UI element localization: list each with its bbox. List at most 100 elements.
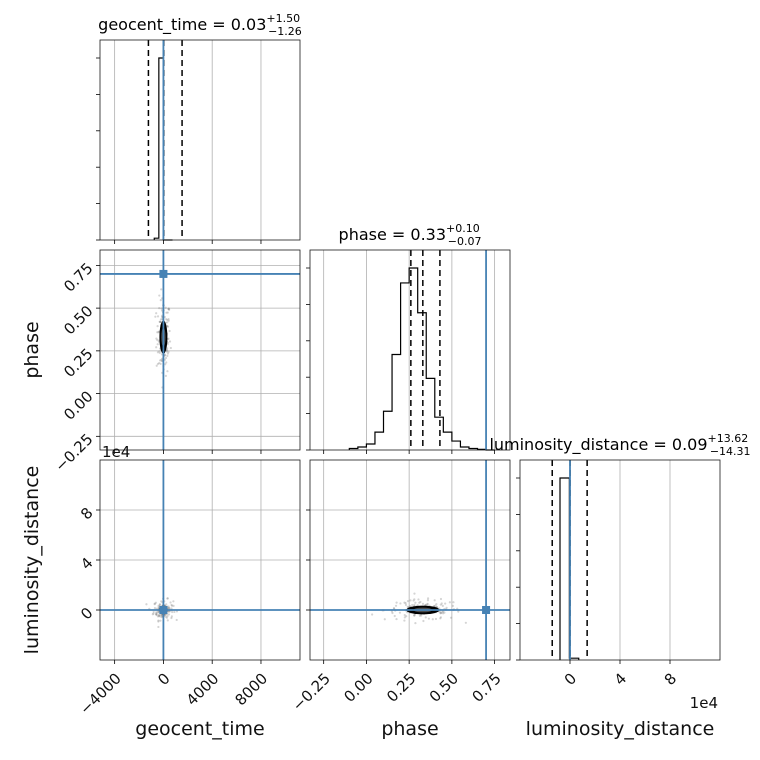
sample-point bbox=[160, 353, 164, 356]
sample-point bbox=[439, 617, 442, 620]
y-tick-label: 8 bbox=[77, 504, 96, 523]
sample-point bbox=[409, 605, 412, 608]
sample-point bbox=[160, 613, 163, 616]
sample-point bbox=[156, 611, 159, 614]
sample-point bbox=[445, 606, 448, 609]
title-phase: phase = 0.33+0.10 −0.07 bbox=[339, 222, 482, 248]
sample-point bbox=[167, 318, 170, 321]
x-tick-label: 0 bbox=[154, 670, 173, 689]
sample-point bbox=[163, 358, 166, 361]
title-geocent_time: geocent_time = 0.03+1.50 −1.26 bbox=[98, 12, 302, 38]
sample-point bbox=[166, 597, 169, 600]
truth-marker bbox=[159, 606, 168, 614]
sample-point bbox=[164, 363, 167, 366]
sample-point bbox=[439, 603, 442, 606]
sample-point bbox=[155, 613, 158, 616]
sample-point bbox=[163, 353, 167, 356]
sample-point bbox=[157, 331, 160, 334]
sample-point bbox=[395, 601, 398, 604]
y-tick-label: −0.25 bbox=[51, 430, 96, 475]
sample-point bbox=[371, 613, 374, 616]
sample-point bbox=[406, 599, 410, 603]
sample-point bbox=[417, 598, 420, 601]
sample-point bbox=[156, 615, 160, 618]
sample-point bbox=[166, 606, 170, 610]
y-axis-label-phase: phase bbox=[21, 321, 43, 378]
sample-point bbox=[441, 610, 444, 613]
sample-point bbox=[155, 346, 158, 349]
sample-point bbox=[156, 331, 159, 334]
sample-point bbox=[439, 597, 443, 601]
sample-point bbox=[395, 617, 398, 621]
sample-point bbox=[414, 622, 417, 625]
sample-point bbox=[157, 606, 160, 609]
sample-point bbox=[443, 611, 446, 614]
y-tick-label: 0.25 bbox=[60, 345, 96, 381]
sample-point bbox=[403, 619, 406, 622]
sample-point bbox=[170, 607, 173, 610]
x-tick-label: 4000 bbox=[183, 670, 223, 710]
sample-point bbox=[156, 315, 160, 318]
sample-point bbox=[451, 604, 455, 607]
sample-point bbox=[418, 614, 421, 617]
sample-point bbox=[159, 320, 162, 323]
sample-point bbox=[167, 337, 170, 340]
sample-point bbox=[166, 341, 169, 344]
sample-point bbox=[168, 607, 171, 610]
sample-point bbox=[151, 613, 154, 616]
sample-point bbox=[153, 602, 156, 605]
sample-point bbox=[165, 349, 169, 352]
x-offset-label: 1e4 bbox=[690, 694, 718, 712]
sample-point bbox=[169, 346, 172, 350]
sample-point bbox=[165, 350, 169, 353]
gridlines bbox=[100, 250, 300, 450]
sample-point bbox=[158, 350, 161, 353]
sample-point bbox=[413, 614, 416, 617]
sample-point bbox=[413, 592, 416, 595]
sample-point bbox=[164, 615, 167, 618]
x-tick-label: 0.75 bbox=[469, 670, 505, 706]
sample-point bbox=[154, 315, 157, 318]
sample-point bbox=[159, 359, 162, 362]
sample-point bbox=[159, 318, 163, 321]
sample-point bbox=[167, 606, 170, 610]
sample-point bbox=[156, 362, 160, 366]
sample-point bbox=[166, 321, 169, 324]
sample-point bbox=[156, 325, 159, 328]
sample-point bbox=[413, 614, 416, 617]
sample-point bbox=[391, 611, 394, 615]
sample-point bbox=[155, 613, 158, 617]
sample-point bbox=[439, 616, 442, 619]
sample-point bbox=[166, 597, 169, 600]
y-tick-label: 0.75 bbox=[60, 259, 96, 295]
sample-point bbox=[155, 337, 158, 340]
sample-point bbox=[165, 311, 168, 314]
x-tick-label: 4 bbox=[611, 670, 630, 689]
sample-point bbox=[452, 601, 455, 604]
sample-point bbox=[416, 604, 419, 607]
sample-point bbox=[165, 603, 168, 606]
x-tick-label: 0.50 bbox=[426, 670, 462, 706]
sample-point bbox=[413, 603, 416, 606]
sample-point bbox=[160, 358, 163, 361]
sample-point bbox=[152, 610, 155, 614]
sample-point bbox=[435, 603, 438, 606]
sample-point bbox=[433, 599, 436, 602]
sample-point bbox=[440, 611, 443, 615]
gridlines bbox=[310, 460, 510, 660]
truth-marker bbox=[482, 606, 491, 614]
sample-point bbox=[399, 602, 402, 605]
sample-point bbox=[165, 317, 168, 321]
sample-point bbox=[434, 604, 437, 607]
sample-point bbox=[403, 616, 406, 619]
sample-point bbox=[158, 613, 161, 616]
sample-point bbox=[168, 329, 171, 333]
sample-point bbox=[439, 612, 442, 615]
sample-point bbox=[167, 319, 170, 322]
sample-point bbox=[420, 614, 423, 617]
axes-frame bbox=[99, 39, 301, 241]
x-tick-label: 8000 bbox=[231, 670, 271, 710]
sample-point bbox=[159, 320, 162, 323]
